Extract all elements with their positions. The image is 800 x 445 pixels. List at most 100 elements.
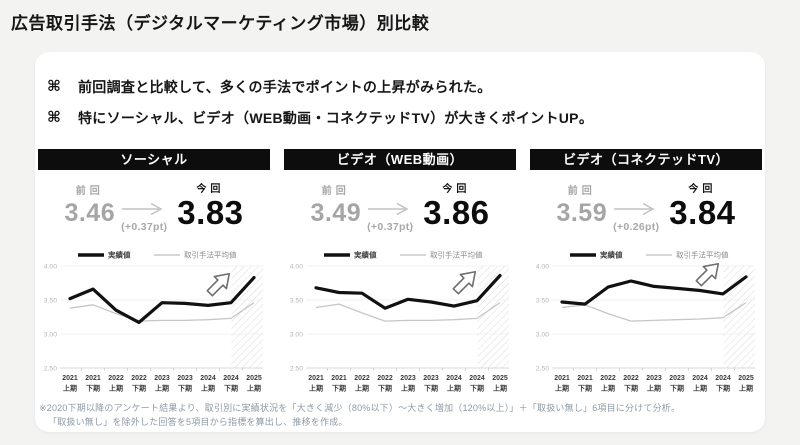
- svg-text:上期: 上期: [201, 384, 215, 393]
- actual-line: [314, 273, 502, 310]
- delta-label: (+0.37pt): [367, 221, 414, 233]
- svg-text:2024: 2024: [446, 375, 462, 382]
- svg-text:2024: 2024: [692, 375, 708, 382]
- summary-bullets: ⌘ 前回調査と比較して、多くの手法でポイントの上昇がみられた。 ⌘ 特にソーシャ…: [47, 78, 593, 140]
- svg-text:2023: 2023: [400, 375, 416, 382]
- current-label: 今回: [442, 184, 471, 195]
- svg-text:3.50: 3.50: [44, 297, 57, 304]
- bullet-row: ⌘ 特にソーシャル、ビデオ（WEB動画・コネクテッドTV）が大きくポイントUP。: [47, 109, 593, 127]
- actual-line: [68, 276, 256, 325]
- svg-text:2023: 2023: [669, 375, 685, 382]
- svg-text:上期: 上期: [401, 384, 415, 393]
- up-arrow-icon: [695, 262, 720, 287]
- svg-text:下期: 下期: [424, 384, 438, 393]
- current-score: 今回 3.86: [423, 180, 489, 230]
- svg-text:実績値: 実績値: [108, 250, 131, 260]
- svg-text:下期: 下期: [716, 384, 730, 393]
- average-line: [561, 302, 747, 322]
- svg-text:下期: 下期: [578, 384, 592, 393]
- svg-text:2025: 2025: [492, 375, 508, 382]
- previous-score: 前回 3.49: [310, 182, 361, 228]
- comparison-panels: ソーシャル 前回 3.46 (+0.37pt) 今回 3.83: [35, 149, 765, 403]
- svg-text:下期: 下期: [332, 384, 346, 393]
- svg-text:下期: 下期: [470, 384, 484, 393]
- svg-text:下期: 下期: [224, 384, 238, 393]
- svg-text:実績値: 実績値: [600, 250, 623, 260]
- svg-text:上期: 上期: [63, 384, 77, 393]
- svg-text:下期: 下期: [378, 384, 392, 393]
- svg-text:3.00: 3.00: [290, 331, 303, 338]
- right-arrow-icon: [122, 202, 163, 216]
- svg-text:4.00: 4.00: [536, 263, 549, 270]
- svg-text:2024: 2024: [223, 375, 239, 382]
- footnote-line: ※2020下期以降のアンケート結果より、取引別に実績状況を「大きく減少（80%以…: [39, 403, 681, 413]
- current-value: 3.84: [669, 194, 736, 231]
- score-compare: 前回 3.46 (+0.37pt) 今回 3.83: [38, 180, 270, 244]
- svg-text:2023: 2023: [177, 375, 193, 382]
- svg-text:取引手法平均値: 取引手法平均値: [430, 250, 483, 260]
- svg-text:実績値: 実績値: [354, 250, 377, 260]
- svg-text:下期: 下期: [178, 384, 192, 393]
- bullet-text: 前回調査と比較して、多くの手法でポイントの上昇がみられた。: [78, 79, 492, 95]
- panel-header: ビデオ（コネクテッドTV）: [530, 149, 762, 170]
- svg-text:上期: 上期: [693, 384, 707, 393]
- svg-text:2.50: 2.50: [290, 365, 303, 372]
- average-line: [315, 302, 501, 322]
- score-compare: 前回 3.59 (+0.26pt) 今回 3.84: [530, 180, 762, 244]
- panel-video-web: ビデオ（WEB動画） 前回 3.49 (+0.37pt) 今回 3.86: [284, 149, 516, 403]
- svg-text:2025: 2025: [738, 375, 754, 382]
- current-label: 今回: [688, 184, 717, 195]
- svg-text:2023: 2023: [423, 375, 439, 382]
- svg-text:3.00: 3.00: [44, 331, 57, 338]
- panel-header: ビデオ（WEB動画）: [284, 149, 516, 170]
- previous-value: 3.49: [310, 199, 362, 227]
- forecast-hatch: [231, 266, 263, 368]
- svg-text:3.00: 3.00: [536, 331, 549, 338]
- svg-text:2022: 2022: [623, 375, 639, 382]
- line-chart-video-web: 実績値 取引手法平均値 4.00 3.50 3.00 2.50 2021 上期 2021 下期 20…: [284, 246, 516, 403]
- previous-value: 3.59: [556, 199, 608, 227]
- svg-text:下期: 下期: [670, 384, 684, 393]
- svg-text:上期: 上期: [355, 384, 369, 393]
- line-chart-video-ctv: 実績値 取引手法平均値 4.00 3.50 3.00 2.50 2021 上期 2021 下期 20…: [530, 246, 762, 403]
- svg-text:取引手法平均値: 取引手法平均値: [676, 250, 729, 260]
- svg-text:3.50: 3.50: [536, 297, 549, 304]
- svg-text:2.50: 2.50: [44, 365, 57, 372]
- svg-text:2022: 2022: [108, 375, 124, 382]
- svg-text:4.00: 4.00: [290, 263, 303, 270]
- previous-score: 前回 3.59: [556, 182, 607, 228]
- svg-text:2021: 2021: [577, 375, 593, 382]
- actual-line: [560, 275, 748, 306]
- svg-text:上期: 上期: [309, 384, 323, 393]
- svg-text:上期: 上期: [447, 384, 461, 393]
- svg-text:上期: 上期: [647, 384, 661, 393]
- delta-label: (+0.26pt): [613, 221, 660, 233]
- line-chart-social: 実績値 取引手法平均値 4.00 3.50 3.00 2.50 2021 上期 2021 下期 20…: [38, 246, 270, 403]
- svg-text:2024: 2024: [469, 375, 485, 382]
- svg-text:2024: 2024: [200, 375, 216, 382]
- panel-social: ソーシャル 前回 3.46 (+0.37pt) 今回 3.83: [38, 149, 270, 403]
- right-arrow-icon: [368, 202, 409, 216]
- svg-text:2021: 2021: [308, 375, 324, 382]
- up-arrow-icon: [206, 272, 231, 297]
- command-icon: ⌘: [47, 78, 61, 95]
- svg-text:上期: 上期: [601, 384, 615, 393]
- current-label: 今回: [196, 184, 225, 195]
- svg-text:取引手法平均値: 取引手法平均値: [184, 250, 237, 260]
- previous-label: 前回: [321, 186, 350, 197]
- svg-text:2022: 2022: [600, 375, 616, 382]
- previous-label: 前回: [567, 186, 596, 197]
- svg-text:2021: 2021: [554, 375, 570, 382]
- svg-text:2024: 2024: [715, 375, 731, 382]
- svg-text:2021: 2021: [331, 375, 347, 382]
- svg-text:2025: 2025: [246, 375, 262, 382]
- svg-text:4.00: 4.00: [44, 263, 57, 270]
- svg-text:2023: 2023: [154, 375, 170, 382]
- svg-text:2022: 2022: [377, 375, 393, 382]
- svg-text:下期: 下期: [132, 384, 146, 393]
- panel-header: ソーシャル: [38, 149, 270, 170]
- page-title: 広告取引手法（デジタルマーケティング市場）別比較: [11, 14, 430, 33]
- svg-text:2022: 2022: [131, 375, 147, 382]
- svg-text:上期: 上期: [247, 384, 261, 393]
- score-compare: 前回 3.49 (+0.37pt) 今回 3.86: [284, 180, 516, 244]
